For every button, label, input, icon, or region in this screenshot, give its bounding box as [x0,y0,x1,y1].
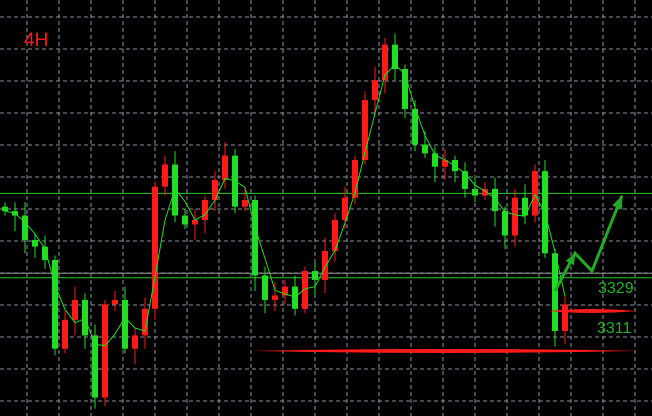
candle-body [502,211,508,236]
candle-body [372,80,378,101]
candle-body [352,160,358,198]
level-line-3329 [548,309,638,313]
arrow-head-icon [565,253,575,266]
candle-body [332,219,338,252]
candle-body [262,275,268,300]
candle-body [242,200,248,207]
candle-body [312,271,318,280]
candle-body [512,197,518,236]
candle-body [302,271,308,309]
candle-body [392,44,398,70]
candle-body [82,299,88,336]
level-label-3311: 3311 [597,319,632,337]
candle-body [532,171,538,216]
candle-body [112,299,118,305]
candle-body [42,246,48,260]
candle-body [432,153,438,167]
candle-body [472,188,478,196]
candle-body [32,239,38,247]
candle-body [362,100,368,161]
candle-body [322,251,328,280]
candle-body [122,299,128,349]
candle-body [562,304,568,331]
level-label-3329: 3329 [598,280,634,297]
candle-body [482,188,488,196]
candle-body [132,335,138,349]
level-line-3311 [252,348,640,353]
candle-body [402,69,408,109]
candle-body [382,44,388,81]
candle-body [192,219,198,225]
candle-body [182,215,188,225]
candle-body [202,200,208,220]
projection-arrow [553,195,624,292]
candle-body [92,335,98,398]
candle-body [252,200,258,276]
candle-body [62,319,68,349]
candle-body [2,206,8,212]
candle-body [272,295,278,300]
moving-average-line [4,63,566,347]
candle-body [522,197,528,216]
candle-body [22,215,28,240]
candle-body [442,160,448,167]
candle-body [142,308,148,336]
candle-body [552,253,558,331]
candle-body [542,171,548,254]
candle-body [282,286,288,296]
candle-body [152,186,158,309]
candle-body [492,188,498,212]
candle-body [342,197,348,220]
candle-body [212,180,218,200]
candle-body [292,286,298,309]
candle-body [72,299,78,320]
candle-body [162,164,168,187]
arrow-head-icon [612,195,623,210]
candle-body [462,171,468,189]
candle-body [52,259,58,349]
candle-body [412,108,418,145]
candle-body [422,144,428,154]
candle-body [102,304,108,398]
timeframe-label: 4H [24,30,49,51]
candle-body [222,155,228,181]
